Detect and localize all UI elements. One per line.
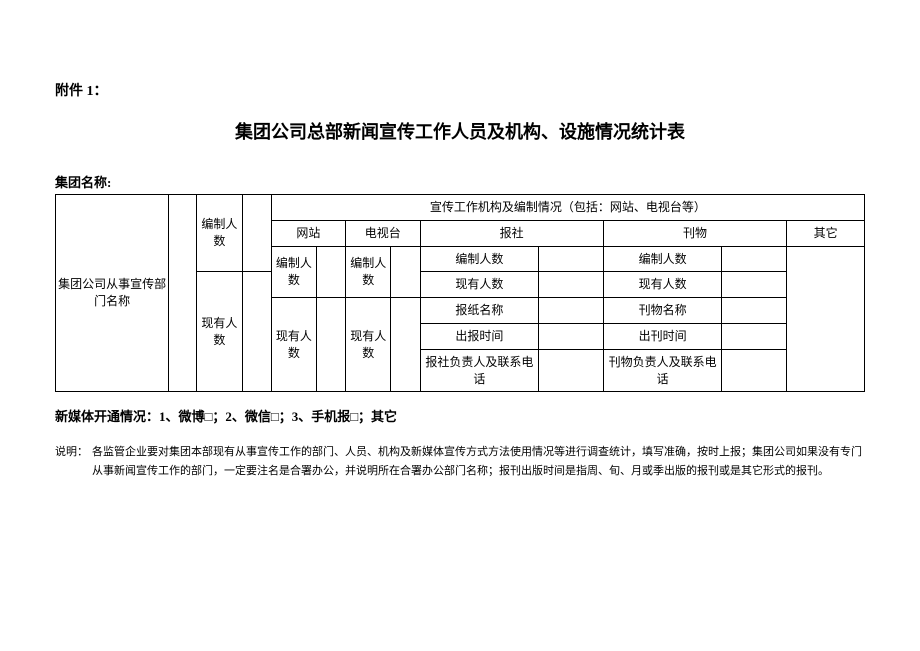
newmedia-status-line: 新媒体开通情况：1、微博□；2、微信□；3、手机报□；其它 [55, 406, 865, 425]
cell-news-pubtime-val [539, 323, 604, 349]
cell-website-xianyou-val [316, 298, 345, 392]
cell-website-bianzhi-val [316, 246, 345, 298]
note-block: 说明： 各监管企业要对集团本部现有从事宣传工作的部门、人员、机构及新媒体宣传方式… [55, 443, 865, 480]
cell-jour-xianyou: 现有人数 [603, 272, 722, 298]
cell-news-name-val [539, 298, 604, 324]
cell-tv-xianyou-val [391, 298, 420, 392]
cell-dept-value [169, 195, 197, 392]
cell-jour-pubtime-val [722, 323, 787, 349]
note-text: 各监管企业要对集团本部现有从事宣传工作的部门、人员、机构及新媒体宣传方式方法使用… [92, 443, 865, 480]
note-label: 说明： [55, 443, 92, 480]
cell-other-val [787, 246, 865, 392]
cell-website-bianzhi: 编制人数 [271, 246, 316, 298]
cell-jour-xianyou-val [722, 272, 787, 298]
cell-jour-contact-val [722, 349, 787, 392]
cell-header-span: 宣传工作机构及编制情况（包括：网站、电视台等） [271, 195, 864, 221]
cell-jour-contact: 刊物负责人及联系电话 [603, 349, 722, 392]
cell-news-bianzhi-val [539, 246, 604, 272]
cell-news-xianyou-val [539, 272, 604, 298]
cell-news-bianzhi: 编制人数 [420, 246, 539, 272]
cell-sub-tv: 电视台 [346, 220, 420, 246]
main-title: 集团公司总部新闻宣传工作人员及机构、设施情况统计表 [55, 118, 865, 144]
cell-jour-name: 刊物名称 [603, 298, 722, 324]
cell-website-xianyou: 现有人数 [271, 298, 316, 392]
cell-sub-website: 网站 [271, 220, 345, 246]
cell-xianyou-value [242, 272, 271, 392]
cell-news-pubtime: 出报时间 [420, 323, 539, 349]
cell-news-contact-val [539, 349, 604, 392]
group-name-label: 集团名称: [55, 172, 865, 191]
cell-sub-newspaper: 报社 [420, 220, 603, 246]
cell-tv-bianzhi-val [391, 246, 420, 298]
cell-jour-bianzhi-val [722, 246, 787, 272]
cell-xianyou-label: 现有人数 [197, 272, 242, 392]
cell-tv-bianzhi: 编制人数 [346, 246, 391, 298]
cell-news-contact: 报社负责人及联系电话 [420, 349, 539, 392]
cell-jour-bianzhi: 编制人数 [603, 246, 722, 272]
attachment-label: 附件 1： [55, 80, 865, 100]
cell-dept-name: 集团公司从事宣传部门名称 [56, 195, 169, 392]
cell-bianzhi-value [242, 195, 271, 272]
cell-jour-name-val [722, 298, 787, 324]
cell-sub-journal: 刊物 [603, 220, 786, 246]
cell-news-name: 报纸名称 [420, 298, 539, 324]
cell-news-xianyou: 现有人数 [420, 272, 539, 298]
cell-jour-pubtime: 出刊时间 [603, 323, 722, 349]
cell-bianzhi-label: 编制人数 [197, 195, 242, 272]
cell-tv-xianyou: 现有人数 [346, 298, 391, 392]
statistics-table: 集团公司从事宣传部门名称 编制人数 宣传工作机构及编制情况（包括：网站、电视台等… [55, 194, 865, 392]
cell-sub-other: 其它 [787, 220, 865, 246]
